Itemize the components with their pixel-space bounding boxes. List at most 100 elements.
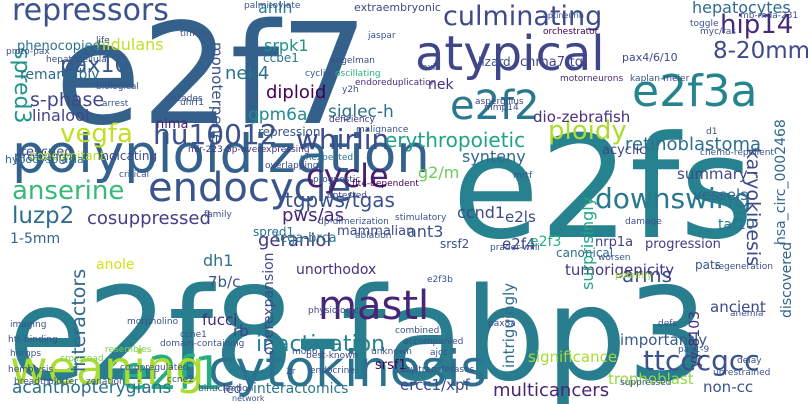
word: srsf2 bbox=[440, 238, 469, 250]
word: critical bbox=[119, 171, 149, 180]
word: vessels bbox=[693, 188, 748, 203]
word: ccne1 bbox=[180, 331, 207, 340]
word: g2/m bbox=[418, 165, 459, 181]
word: endoreduplication bbox=[355, 79, 436, 88]
word: significance bbox=[528, 350, 617, 365]
word: rb bbox=[233, 324, 249, 339]
word: atypical bbox=[415, 30, 605, 78]
word: potently bbox=[615, 272, 652, 281]
word: arrest bbox=[102, 100, 128, 109]
word: mb-mda-231 bbox=[740, 12, 798, 21]
word: combined bbox=[395, 327, 439, 336]
word: orchestrator bbox=[543, 28, 598, 37]
word: co-upregulated bbox=[120, 364, 189, 373]
word: kaplan-meier bbox=[630, 75, 689, 84]
word: 2r bbox=[286, 368, 295, 377]
word: delay bbox=[737, 357, 762, 366]
word: dh1 bbox=[203, 253, 233, 269]
word: repressors bbox=[12, 0, 169, 26]
word: damage bbox=[625, 218, 662, 227]
word: mmp14 bbox=[484, 104, 519, 113]
word: motorneurons bbox=[560, 75, 623, 84]
word: indicating bbox=[98, 150, 157, 162]
word: unorthodox bbox=[296, 263, 376, 277]
word: pax4/6/10 bbox=[622, 52, 678, 63]
word: zonation bbox=[86, 378, 125, 387]
word: 1-5mm bbox=[10, 232, 60, 246]
word: crossroad bbox=[60, 355, 104, 364]
word: spred3 bbox=[10, 48, 32, 124]
word: prader-willi bbox=[490, 244, 540, 253]
word: acyclic bbox=[602, 144, 646, 157]
word: timely bbox=[180, 30, 208, 39]
word: ccnd1 bbox=[457, 205, 505, 221]
word: nima bbox=[156, 118, 188, 131]
word: tcga-brca bbox=[275, 232, 337, 245]
word: anserine bbox=[12, 178, 124, 204]
word: morpholino bbox=[127, 318, 178, 327]
word: summary bbox=[677, 167, 748, 182]
word: physiologic bbox=[308, 307, 359, 316]
word: deficiency bbox=[329, 116, 375, 125]
word: optineurin bbox=[543, 12, 584, 20]
word: mrtf bbox=[513, 172, 532, 181]
word: yy-8103 bbox=[688, 311, 702, 368]
word: flt4-dependent bbox=[352, 180, 419, 189]
word: diploid bbox=[266, 84, 326, 102]
word: hypodysplasia bbox=[5, 154, 84, 165]
word: anole bbox=[96, 258, 135, 272]
word: linalool bbox=[32, 108, 89, 124]
word: suppressed bbox=[620, 379, 672, 388]
word: unrestrained bbox=[713, 369, 770, 378]
word: family bbox=[204, 211, 232, 220]
word: interactomics bbox=[253, 382, 348, 396]
word: hsa_circ_0002468 bbox=[774, 119, 788, 245]
word: acyltransferases bbox=[400, 366, 474, 375]
word: cosuppressed bbox=[87, 210, 211, 228]
word: stimulatory bbox=[395, 214, 446, 223]
word: cyclin bbox=[305, 70, 331, 79]
word: taf10 bbox=[718, 218, 755, 232]
word: y2h bbox=[342, 86, 359, 95]
word: untested bbox=[327, 192, 367, 201]
word: 8-20mm bbox=[713, 40, 808, 63]
word: palmitoylate bbox=[244, 2, 300, 11]
word: endocrine bbox=[310, 367, 355, 376]
word: imaging bbox=[10, 321, 46, 330]
word: plotter bbox=[48, 378, 78, 387]
word: proto-pax bbox=[6, 48, 50, 57]
word: dio-zebrafish bbox=[533, 110, 630, 125]
word: surprisingly bbox=[580, 197, 596, 290]
word: mono bbox=[292, 348, 317, 357]
word: worsen bbox=[598, 254, 631, 263]
word: lizard bbox=[478, 56, 511, 68]
word: accompanied bbox=[403, 338, 463, 347]
word: life bbox=[96, 37, 110, 46]
word: axis bbox=[422, 64, 440, 73]
word: biological bbox=[96, 83, 139, 92]
word: progression bbox=[645, 238, 721, 251]
word: uhrf1 bbox=[180, 99, 204, 108]
word: e2ls bbox=[505, 210, 536, 225]
word: overexpansion bbox=[262, 252, 276, 355]
word: synteny bbox=[462, 149, 526, 165]
word: hnrnps bbox=[10, 350, 41, 359]
word: remarkably bbox=[20, 68, 100, 82]
word: pax1-9 bbox=[678, 346, 709, 355]
word: ercc1/xpf bbox=[400, 378, 470, 393]
word: extraembryonic bbox=[354, 2, 441, 13]
word: ccbe1 bbox=[263, 52, 299, 64]
word: jaspar bbox=[368, 32, 396, 41]
word: 7b/c bbox=[208, 275, 240, 290]
word: malignance bbox=[356, 126, 408, 135]
word: hepatocellular bbox=[46, 56, 110, 65]
word: ajcc bbox=[430, 349, 448, 358]
word: defs bbox=[658, 320, 677, 329]
word: pax8a bbox=[488, 320, 516, 329]
word: hemolysis bbox=[8, 366, 53, 375]
word: discovered bbox=[780, 242, 794, 318]
word: non-cc bbox=[703, 380, 753, 395]
word: breadth bbox=[14, 378, 49, 387]
word: gpm6a bbox=[248, 107, 307, 124]
